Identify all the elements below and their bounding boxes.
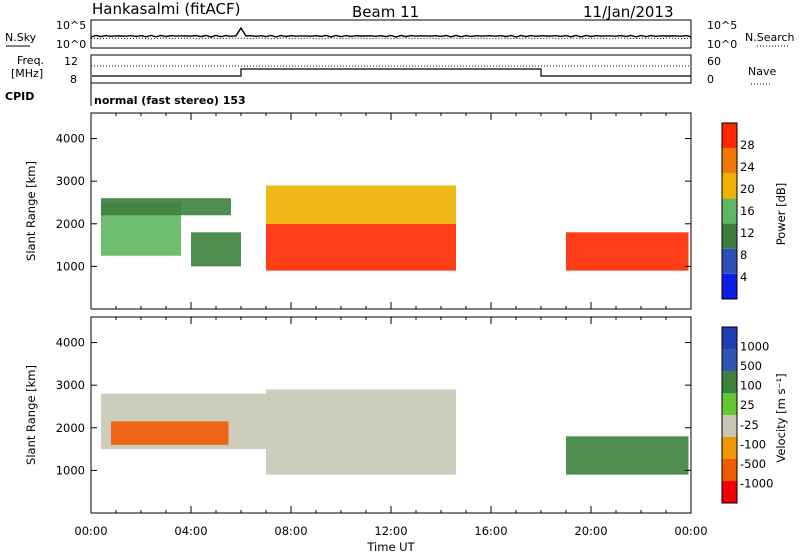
colorbar-swatch	[722, 327, 737, 349]
data-region-1	[101, 198, 231, 216]
noise-tick-right-bottom: 10^0	[707, 38, 737, 51]
y-tick-label: 3000	[56, 174, 85, 188]
colorbar-tick-label: 500	[740, 359, 762, 373]
colorbar-tick-label: -1000	[740, 476, 773, 490]
nave-tick-bottom: 0	[707, 73, 714, 86]
freq-unit-label: [MHz]	[11, 67, 43, 80]
beam-title: Beam 11	[352, 3, 419, 21]
y-tick-label: 3000	[56, 378, 85, 392]
velocity-ylabel: Slant Range [km]	[24, 365, 38, 465]
colorbar-swatch	[722, 371, 737, 393]
time-tick-label: 20:00	[574, 524, 607, 538]
freq-tick-bottom: 8	[70, 73, 77, 86]
date-title: 11/Jan/2013	[583, 3, 674, 21]
colorbar-tick-label: 28	[740, 138, 755, 152]
colorbar-swatch	[722, 415, 737, 437]
power-data	[101, 185, 689, 271]
freq-tick-top: 12	[64, 55, 78, 68]
freq-label: Freq.	[17, 54, 44, 67]
y-tick-label: 2000	[56, 421, 85, 435]
colorbar-tick-label: 4	[740, 270, 747, 284]
power-y-ticks: 1000 2000 3000 4000	[56, 132, 691, 273]
station-title: Hankasalmi (fitACF)	[92, 0, 240, 18]
colorbar-swatch	[722, 248, 737, 274]
time-tick-label: 12:00	[374, 524, 407, 538]
data-region-1	[111, 421, 229, 445]
colorbar-swatch	[722, 481, 737, 503]
power-ylabel: Slant Range [km]	[24, 161, 38, 261]
time-axis-title: Time UT	[366, 540, 415, 554]
time-tick-label: 08:00	[274, 524, 307, 538]
nsearch-label: N.Search	[745, 31, 795, 44]
colorbar-swatch	[722, 148, 737, 174]
colorbar-tick-label: 20	[740, 182, 755, 196]
time-tick-label: 00:00	[74, 524, 107, 538]
data-region-4	[266, 185, 456, 224]
noise-panel: N.Sky 10^5 10^0 10^5 10^0 N.Search	[5, 19, 795, 51]
colorbar-swatch	[722, 349, 737, 371]
time-tick-label: 16:00	[474, 524, 507, 538]
velocity-x-ticks	[90, 317, 692, 513]
y-tick-label: 1000	[56, 463, 85, 477]
data-region-2	[266, 389, 456, 475]
power-x-ticks	[90, 113, 692, 309]
velocity-data	[101, 389, 689, 475]
power-colorbar-label: Power [dB]	[774, 183, 788, 246]
colorbar-frame	[721, 326, 738, 504]
velocity-colorbar: -1000 -500 -100 -25 25 100 500 1000	[721, 326, 773, 504]
colorbar-swatch	[722, 273, 737, 299]
noise-search-line	[90, 37, 692, 40]
colorbar-tick-label: -100	[740, 437, 766, 451]
frequency-panel: Freq. [MHz] 12 8 60 0 Nave CPID normal (…	[5, 54, 776, 107]
time-tick-label: 04:00	[174, 524, 207, 538]
y-tick-label: 1000	[56, 259, 85, 273]
colorbar-tick-label: 25	[740, 398, 755, 412]
y-tick-label: 4000	[56, 132, 85, 146]
time-tick-label: 00:00	[674, 524, 707, 538]
nave-tick-top: 60	[707, 55, 721, 68]
nave-line	[92, 68, 691, 77]
nave-label: Nave	[748, 65, 776, 78]
colorbar-swatch	[722, 123, 737, 149]
colorbar-swatch	[722, 393, 737, 415]
colorbar-swatch	[722, 198, 737, 224]
colorbar-tick-label: -500	[740, 457, 766, 471]
colorbar-tick-label: 100	[740, 379, 762, 393]
colorbar-tick-label: 8	[740, 248, 747, 262]
power-panel: 1000 2000 3000 4000 Slant Range [km] 4 8 12 16…	[24, 112, 788, 310]
data-region-3	[566, 436, 689, 475]
noise-sky-line	[90, 26, 692, 38]
colorbar-tick-label: 24	[740, 160, 755, 174]
noise-tick-right-top: 10^5	[707, 19, 737, 32]
data-region-5	[566, 232, 689, 271]
velocity-y-ticks: 1000 2000 3000 4000	[56, 336, 691, 477]
noise-tick-left-top: 10^5	[56, 19, 86, 32]
nsky-label: N.Sky	[5, 31, 37, 44]
colorbar-swatch	[722, 437, 737, 459]
y-tick-label: 4000	[56, 336, 85, 350]
velocity-colorbar-label: Velocity [m s⁻¹]	[774, 373, 788, 462]
colorbar-tick-label: 1000	[740, 340, 769, 354]
power-colorbar: 4 8 12 16 20 24 28	[721, 122, 755, 300]
colorbar-swatch	[722, 173, 737, 199]
colorbar-swatch	[722, 223, 737, 249]
noise-tick-left-bottom: 10^0	[56, 38, 86, 51]
y-tick-label: 2000	[56, 217, 85, 231]
colorbar-frame	[721, 122, 738, 300]
colorbar-tick-label: 16	[740, 204, 755, 218]
data-region-3	[266, 223, 456, 271]
colorbar-tick-label: 12	[740, 226, 755, 240]
data-region-2	[191, 232, 241, 267]
cpid-text: normal (fast stereo) 153	[94, 94, 246, 107]
colorbar-tick-label: -25	[740, 418, 759, 432]
colorbar-swatch	[722, 459, 737, 481]
time-axis-labels: 00:00 04:00 08:00 12:00 16:00 20:00 00:00	[74, 524, 707, 538]
cpid-label: CPID	[5, 90, 34, 103]
